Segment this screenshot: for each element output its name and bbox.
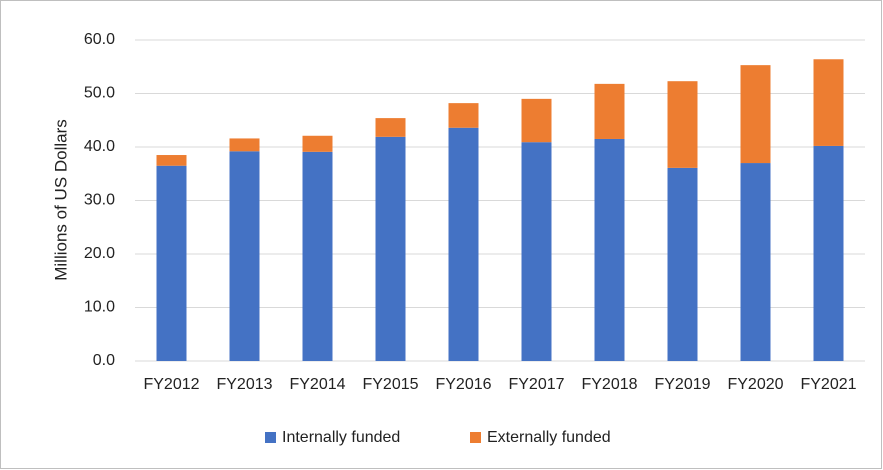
bar-segment	[302, 135, 333, 152]
bar-segment	[448, 127, 479, 362]
bar-segment	[156, 155, 187, 166]
y-tick-label: 60.0	[84, 31, 115, 48]
bar-segment	[813, 59, 844, 146]
x-tick-label: FY2014	[289, 376, 345, 393]
bar-segment	[521, 98, 552, 143]
bar-segment	[740, 163, 771, 361]
bar-segment	[448, 103, 479, 128]
bar-segment	[667, 167, 698, 361]
x-tick-label: FY2021	[800, 376, 856, 393]
y-tick-label: 0.0	[93, 352, 115, 369]
y-tick-label: 20.0	[84, 245, 115, 262]
x-tick-label: FY2019	[654, 376, 710, 393]
x-tick-label: FY2015	[362, 376, 418, 393]
bar-segment	[302, 151, 333, 361]
bar-segment	[229, 138, 260, 152]
x-tick-label: FY2013	[216, 376, 272, 393]
x-tick-label: FY2017	[508, 376, 564, 393]
y-tick-label: 30.0	[84, 192, 115, 209]
legend-swatch	[265, 432, 276, 443]
y-tick-label: 50.0	[84, 85, 115, 102]
x-tick-label: FY2020	[727, 376, 783, 393]
legend-label: Internally funded	[282, 429, 400, 446]
bar-segment	[740, 65, 771, 164]
bar-segment	[594, 83, 625, 139]
bar-segment	[375, 118, 406, 137]
legend-label: Externally funded	[487, 429, 611, 446]
x-tick-label: FY2012	[143, 376, 199, 393]
y-axis-label: Millions of US Dollars	[51, 119, 70, 281]
bar-segment	[813, 145, 844, 361]
bar-segment	[375, 136, 406, 361]
y-tick-label: 10.0	[84, 299, 115, 316]
bar-segment	[229, 151, 260, 361]
x-tick-label: FY2018	[581, 376, 637, 393]
x-tick-label: FY2016	[435, 376, 491, 393]
y-tick-label: 40.0	[84, 138, 115, 155]
bar-segment	[594, 138, 625, 361]
legend-swatch	[470, 432, 481, 443]
bar-segment	[521, 142, 552, 361]
bar-segment	[667, 81, 698, 168]
bar-segment	[156, 165, 187, 361]
